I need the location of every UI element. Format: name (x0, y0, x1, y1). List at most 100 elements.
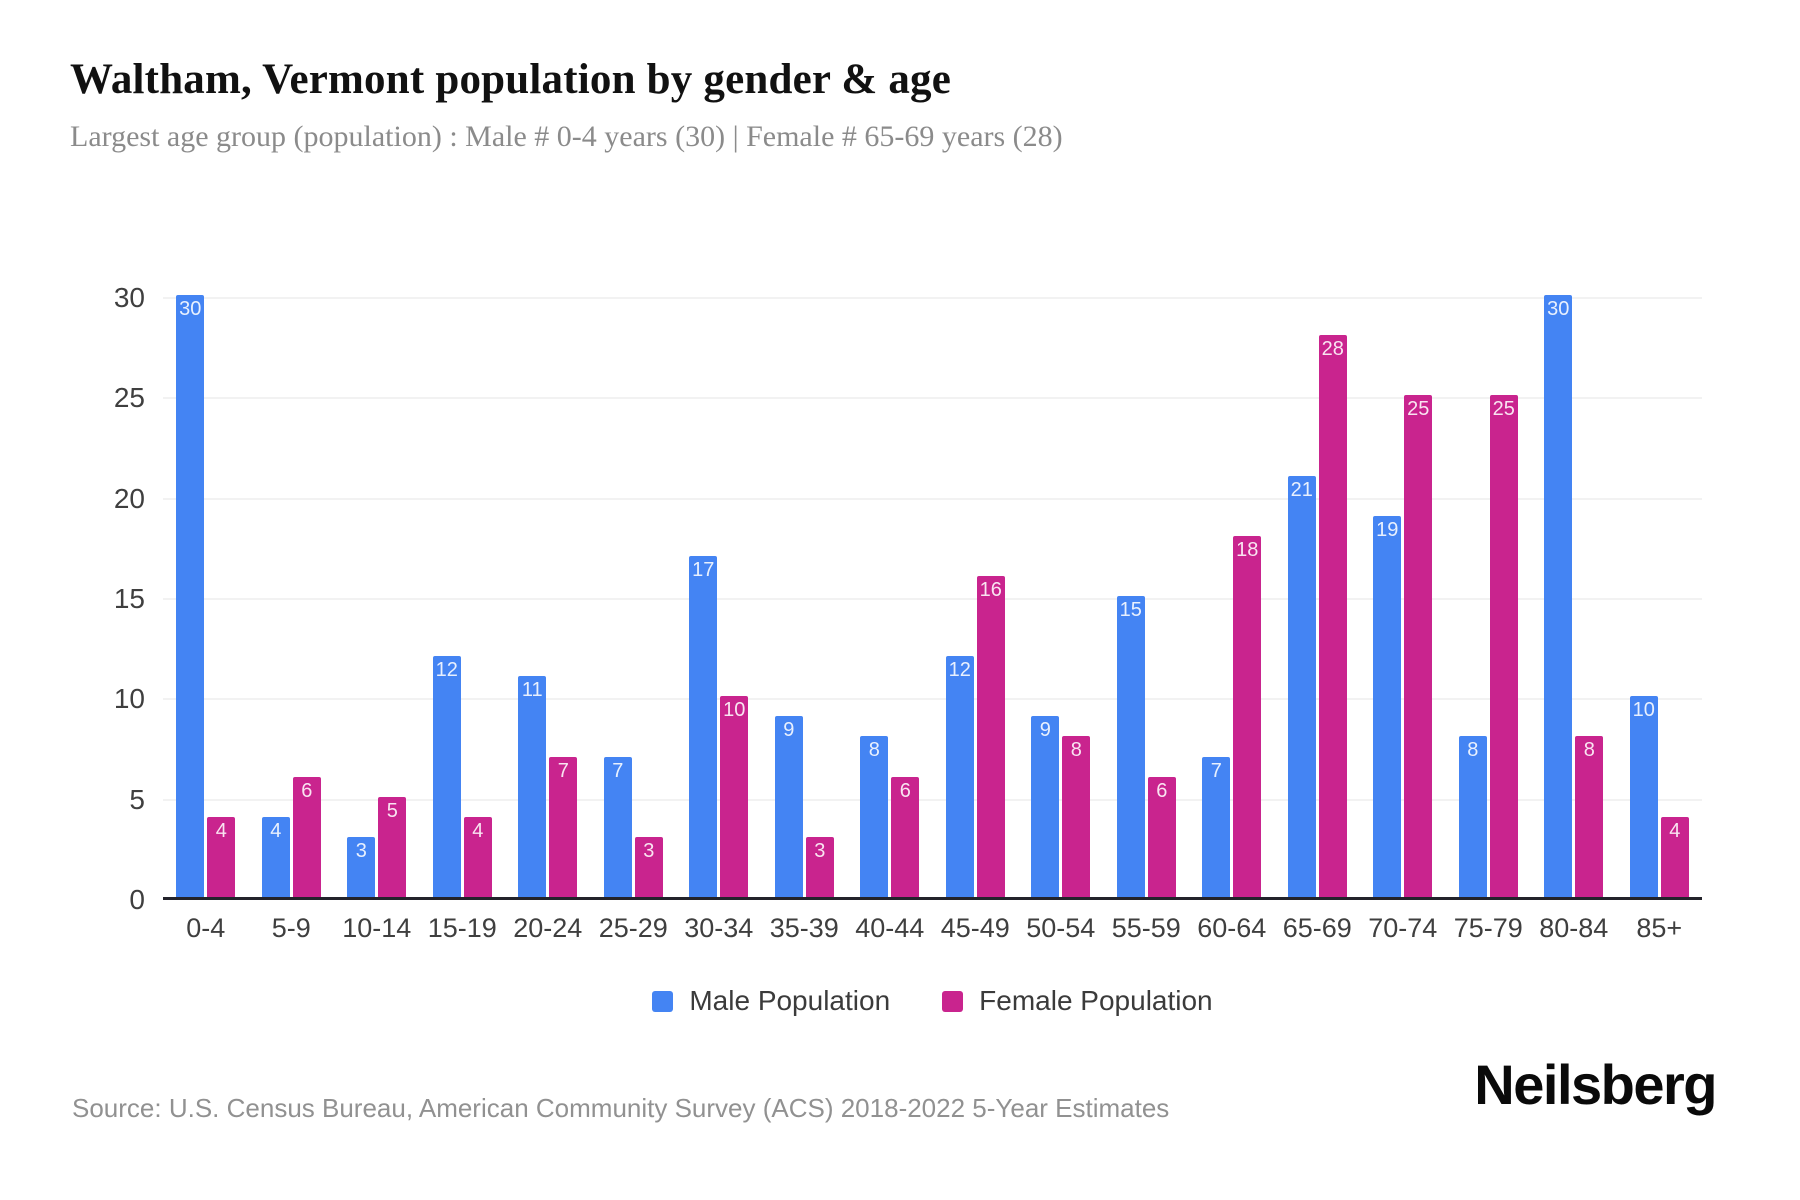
bar-value-label: 28 (1321, 338, 1344, 361)
legend-label-female: Female Population (979, 985, 1213, 1016)
legend: Male Population Female Population (163, 985, 1702, 1017)
x-tick-40-44: 40-44 (855, 913, 925, 943)
y-tick-0: 0 (129, 884, 145, 915)
bar-male-10-14[interactable]: 3 (347, 836, 376, 897)
bar-value-label: 12 (435, 659, 458, 682)
bar-female-60-64[interactable]: 18 (1233, 535, 1262, 897)
bar-male-55-59[interactable]: 15 (1116, 596, 1145, 897)
bar-value-label: 16 (979, 578, 1002, 601)
x-tick-55-59: 55-59 (1111, 913, 1181, 943)
bar-male-35-39[interactable]: 9 (774, 716, 803, 897)
bar-female-35-39[interactable]: 3 (805, 836, 834, 897)
bar-value-label: 6 (899, 779, 911, 802)
bar-value-label: 8 (868, 739, 880, 762)
bar-value-label: 10 (1632, 699, 1655, 722)
x-tick-15-19: 15-19 (427, 913, 497, 943)
bar-male-15-19[interactable]: 12 (432, 656, 461, 897)
x-tick-60-64: 60-64 (1197, 913, 1267, 943)
bar-female-40-44[interactable]: 6 (891, 776, 920, 897)
x-axis: 0-4 5-9 10-14 15-19 20-24 25-29 30-34 35-39 40-4… (163, 913, 1702, 953)
female-swatch-icon (942, 990, 964, 1012)
bar-male-20-24[interactable]: 11 (518, 676, 547, 897)
bar-male-40-44[interactable]: 8 (860, 736, 889, 897)
bar-female-55-59[interactable]: 6 (1147, 776, 1176, 897)
bar-value-label: 6 (301, 779, 313, 802)
bar-male-30-34[interactable]: 17 (689, 555, 718, 897)
legend-item-female[interactable]: Female Population (942, 985, 1213, 1017)
gridline-30 (163, 297, 1702, 299)
bar-value-label: 19 (1376, 518, 1399, 541)
bar-female-20-24[interactable]: 7 (549, 756, 578, 897)
gridline-5 (163, 798, 1702, 801)
bar-value-label: 8 (1070, 739, 1082, 762)
x-tick-10-14: 10-14 (342, 913, 412, 943)
bar-female-70-74[interactable]: 25 (1404, 395, 1433, 897)
bar-male-60-64[interactable]: 7 (1202, 756, 1231, 897)
bar-female-80-84[interactable]: 8 (1575, 736, 1604, 897)
y-tick-5: 5 (129, 783, 145, 815)
bar-female-65-69[interactable]: 28 (1318, 335, 1347, 897)
bar-male-0-4[interactable]: 30 (176, 295, 205, 897)
bar-value-label: 3 (643, 839, 655, 862)
bar-male-75-79[interactable]: 8 (1458, 736, 1487, 897)
bar-value-label: 30 (1547, 298, 1570, 320)
bar-female-15-19[interactable]: 4 (463, 816, 492, 897)
bar-value-label: 4 (270, 819, 282, 842)
bar-male-25-29[interactable]: 7 (603, 756, 632, 897)
bar-female-10-14[interactable]: 5 (378, 796, 407, 897)
bar-value-label: 4 (1669, 819, 1681, 842)
x-tick-20-24: 20-24 (513, 913, 583, 943)
plot-area: 30 4 3 12 11 7 17 9 8 12 9 15 7 21 19 8 30 10 4 6 5 4 7 3 10 3 6 16… (163, 295, 1702, 900)
y-tick-10: 10 (113, 683, 145, 715)
bar-female-30-34[interactable]: 10 (720, 696, 749, 897)
bar-male-5-9[interactable]: 4 (261, 816, 290, 897)
bar-value-label: 21 (1290, 478, 1313, 501)
bar-value-label: 8 (1583, 739, 1595, 762)
gridline-20 (163, 497, 1702, 500)
bar-female-45-49[interactable]: 16 (976, 575, 1005, 897)
source-attribution: Source: U.S. Census Bureau, American Com… (72, 1093, 1170, 1123)
bar-value-label: 15 (1119, 599, 1142, 621)
bar-value-label: 11 (521, 679, 543, 702)
y-tick-15: 15 (113, 583, 145, 614)
bar-value-label: 4 (472, 819, 484, 842)
bar-female-5-9[interactable]: 6 (292, 776, 321, 897)
bar-value-label: 25 (1407, 398, 1430, 421)
bar-value-label: 3 (814, 839, 826, 862)
bar-male-65-69[interactable]: 21 (1287, 475, 1316, 897)
x-tick-70-74: 70-74 (1368, 913, 1438, 943)
gridline-15 (163, 598, 1702, 600)
x-tick-80-84: 80-84 (1539, 913, 1609, 943)
bar-value-label: 9 (783, 719, 795, 742)
bar-value-label: 25 (1492, 398, 1515, 421)
bar-female-0-4[interactable]: 4 (207, 816, 236, 897)
x-tick-75-79: 75-79 (1453, 913, 1523, 943)
bar-male-50-54[interactable]: 9 (1031, 716, 1060, 897)
bar-value-label: 6 (1156, 779, 1168, 802)
bar-male-80-84[interactable]: 30 (1544, 295, 1573, 897)
bar-value-label: 7 (612, 759, 624, 782)
bar-male-45-49[interactable]: 12 (945, 656, 974, 897)
male-swatch-icon (652, 990, 674, 1012)
legend-item-male[interactable]: Male Population (652, 985, 890, 1017)
neilsberg-logo: Neilsberg (1474, 1053, 1717, 1116)
chart-subtitle: Largest age group (population) : Male # … (70, 120, 1063, 153)
x-tick-45-49: 45-49 (940, 913, 1010, 943)
bar-value-label: 7 (1210, 759, 1222, 782)
gridline-25 (163, 397, 1702, 400)
bar-female-85+[interactable]: 4 (1660, 816, 1689, 897)
y-axis: 0 5 10 15 20 25 30 (55, 283, 145, 915)
bar-female-50-54[interactable]: 8 (1062, 736, 1091, 897)
x-tick-50-54: 50-54 (1026, 913, 1096, 943)
x-tick-25-29: 25-29 (598, 913, 668, 943)
bar-male-85+[interactable]: 10 (1629, 696, 1658, 897)
bar-value-label: 5 (386, 799, 398, 822)
bar-male-70-74[interactable]: 19 (1373, 515, 1402, 897)
bar-value-label: 17 (692, 558, 715, 581)
bar-female-75-79[interactable]: 25 (1489, 395, 1518, 897)
bar-female-25-29[interactable]: 3 (634, 836, 663, 897)
x-tick-65-69: 65-69 (1282, 913, 1352, 943)
bar-value-label: 30 (179, 298, 202, 320)
x-tick-35-39: 35-39 (769, 913, 839, 943)
